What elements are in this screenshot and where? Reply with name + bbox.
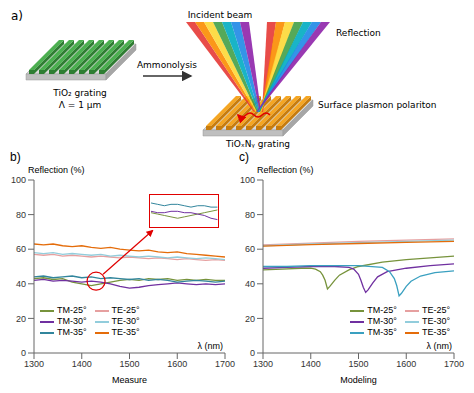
html-text:λ (nm): λ (nm): [197, 341, 223, 351]
svg-text:1300: 1300: [24, 359, 44, 369]
svg-text:1600: 1600: [167, 359, 187, 369]
html-text:TE-30°: TE-30°: [421, 316, 450, 326]
svg-text:1700: 1700: [444, 359, 464, 369]
html-text:TM-25°: TM-25°: [57, 305, 87, 315]
html-text:b): b): [10, 150, 21, 164]
svg-text:1500: 1500: [119, 359, 139, 369]
svg-text:Ammonolysis: Ammonolysis: [137, 60, 197, 70]
svg-text:1400: 1400: [72, 359, 92, 369]
svg-text:1500: 1500: [348, 359, 368, 369]
svg-text:Surface plasmon polariton: Surface plasmon polariton: [318, 100, 437, 110]
html-text:TM-35°: TM-35°: [367, 327, 397, 337]
html-text:TM-30°: TM-30°: [57, 316, 87, 326]
svg-text:TiO₂ grating: TiO₂ grating: [52, 88, 107, 98]
html-text:c): c): [239, 150, 249, 164]
svg-text:Λ = 1 µm: Λ = 1 µm: [59, 100, 102, 110]
html-text:Measure: Measure: [112, 375, 147, 385]
svg-text:60: 60: [245, 244, 255, 254]
html-text:TE-35°: TE-35°: [111, 327, 140, 337]
svg-text:1600: 1600: [396, 359, 416, 369]
svg-text:20: 20: [245, 314, 255, 324]
svg-text:80: 80: [245, 210, 255, 220]
html-text:TE-30°: TE-30°: [111, 316, 140, 326]
svg-text:20: 20: [16, 314, 26, 324]
svg-text:Reflection: Reflection: [336, 28, 381, 38]
html-text:λ (nm): λ (nm): [426, 341, 452, 351]
svg-text:40: 40: [16, 279, 26, 289]
svg-text:100: 100: [11, 175, 26, 185]
svg-text:0: 0: [21, 348, 26, 358]
html-text:TM-35°: TM-35°: [57, 327, 87, 337]
html-text:Modeling: Modeling: [340, 375, 377, 385]
html-text:TE-35°: TE-35°: [421, 327, 450, 337]
svg-text:Incident beam: Incident beam: [188, 10, 253, 20]
svg-text:40: 40: [245, 279, 255, 289]
html-text:Reflection (%): Reflection (%): [257, 165, 314, 175]
svg-text:TiOₓNᵧ grating: TiOₓNᵧ grating: [225, 139, 290, 149]
svg-text:60: 60: [16, 244, 26, 254]
svg-text:1700: 1700: [215, 359, 235, 369]
html-text:TM-30°: TM-30°: [367, 316, 397, 326]
svg-text:0: 0: [250, 348, 255, 358]
html-text:Reflection (%): Reflection (%): [28, 165, 85, 175]
svg-text:100: 100: [240, 175, 255, 185]
html-text:TE-25°: TE-25°: [421, 305, 450, 315]
html-text:TM-25°: TM-25°: [367, 305, 397, 315]
svg-text:80: 80: [16, 210, 26, 220]
svg-text:a): a): [11, 9, 23, 23]
html-text:TE-25°: TE-25°: [111, 305, 140, 315]
svg-text:1300: 1300: [253, 359, 273, 369]
svg-text:1400: 1400: [301, 359, 321, 369]
